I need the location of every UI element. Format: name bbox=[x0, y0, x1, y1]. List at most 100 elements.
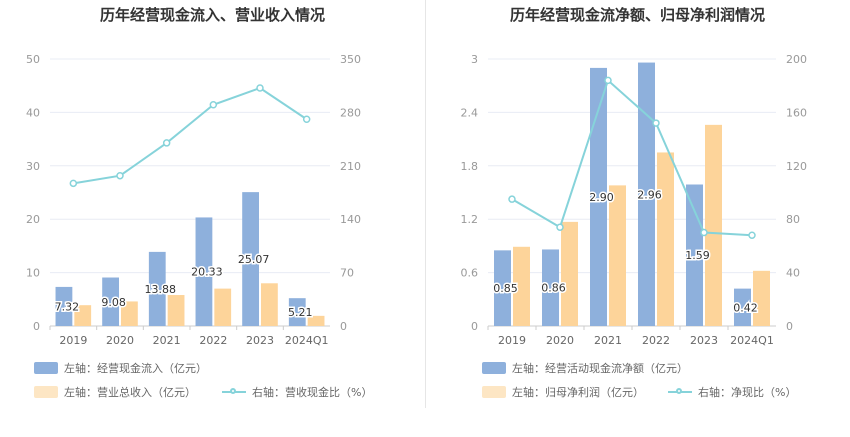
chart-panel-net-cash: 历年经营现金流净额、归母净利润情况 0 0.6 1.2 1.8 2.4 3 0 40 80 120… bbox=[425, 0, 850, 437]
legend-swatch bbox=[34, 362, 58, 374]
chart-svg-net-cash: 0 0.6 1.2 1.8 2.4 3 0 40 80 120 160 200 2019 2020 2021… bbox=[461, 53, 808, 347]
chart-title: 历年经营现金流净额、归母净利润情况 bbox=[509, 6, 765, 24]
bar-series1 bbox=[638, 62, 655, 327]
legend-label: 右轴：净现比（%） bbox=[698, 386, 797, 399]
line-point bbox=[162, 139, 171, 147]
bar-series1 bbox=[55, 286, 73, 326]
x-axis-category-label: 2019 bbox=[59, 334, 87, 347]
line-series bbox=[73, 86, 308, 185]
bar-series1 bbox=[195, 217, 213, 326]
line-point bbox=[508, 195, 516, 203]
legend-item-bar1[interactable]: 左轴：经营现金流入（亿元） bbox=[34, 360, 207, 376]
left-axis-tick-label: 10 bbox=[26, 267, 40, 280]
line-point bbox=[700, 228, 708, 237]
left-axis-tick-label: 1.2 bbox=[461, 213, 479, 226]
bar-series1 bbox=[494, 250, 511, 326]
x-axis-category-label: 2024Q1 bbox=[285, 334, 329, 347]
right-axis-tick-label: 40 bbox=[786, 267, 800, 280]
left-axis-tick-label: 40 bbox=[26, 106, 40, 119]
right-axis-tick-label: 160 bbox=[786, 106, 807, 119]
bar-series2 bbox=[561, 221, 578, 326]
right-axis-tick-label: 0 bbox=[340, 320, 347, 333]
left-axis-tick-label: 3 bbox=[471, 53, 478, 66]
left-axis-tick-label: 30 bbox=[26, 160, 40, 173]
left-axis-tick-label: 50 bbox=[26, 53, 40, 66]
right-axis-tick-label: 80 bbox=[786, 213, 800, 226]
chart-svg-cash-inflow: 0 10 20 30 40 50 0 70 140 210 280 350 2019 2020 2021 20… bbox=[26, 53, 361, 347]
line-series bbox=[511, 78, 753, 237]
x-axis-category-label: 2021 bbox=[594, 334, 622, 347]
line-point bbox=[209, 101, 218, 109]
line-point bbox=[69, 179, 78, 188]
right-axis-tick-label: 200 bbox=[786, 53, 807, 66]
bar-data-label: 0.42 bbox=[733, 301, 758, 314]
bar-data-label: 5.21 bbox=[288, 306, 313, 319]
bar-data-label: 13.88 bbox=[145, 283, 177, 296]
legend-item-bar1[interactable]: 左轴：经营活动现金流净额（亿元） bbox=[482, 360, 688, 376]
legend-item-bar2[interactable]: 左轴：归母净利润（亿元） bbox=[482, 384, 644, 400]
bar-series2 bbox=[705, 124, 722, 326]
legend-label: 右轴：营收现金比（%） bbox=[252, 386, 373, 399]
bar-series2 bbox=[513, 246, 530, 326]
legend-label: 左轴：经营活动现金流净额（亿元） bbox=[512, 362, 688, 375]
legend-item-line[interactable]: 右轴：营收现金比（%） bbox=[222, 384, 372, 400]
bar-data-label: 2.90 bbox=[589, 191, 614, 204]
line-point bbox=[652, 119, 660, 127]
line-point bbox=[556, 223, 564, 231]
bar-series2 bbox=[74, 305, 92, 326]
bar-series2 bbox=[753, 270, 770, 326]
x-axis-category-label: 2023 bbox=[246, 334, 274, 347]
panel-divider bbox=[425, 0, 426, 408]
bar-series1 bbox=[288, 298, 306, 326]
x-axis-category-label: 2020 bbox=[546, 334, 574, 347]
left-axis-tick-label: 1.8 bbox=[461, 160, 479, 173]
bar-series2 bbox=[167, 295, 185, 326]
legend-item-line[interactable]: 右轴：净现比（%） bbox=[668, 384, 796, 400]
legend-line-swatch bbox=[222, 386, 246, 398]
legend-item-bar2[interactable]: 左轴：营业总收入（亿元） bbox=[34, 384, 196, 400]
right-axis-tick-label: 350 bbox=[340, 53, 361, 66]
bar-series2 bbox=[307, 315, 325, 326]
right-axis-tick-label: 70 bbox=[340, 267, 354, 280]
bar-series2 bbox=[214, 288, 232, 326]
x-axis-category-label: 2024Q1 bbox=[730, 334, 774, 347]
bar-series1 bbox=[148, 251, 166, 326]
chart-title: 历年经营现金流入、营业收入情况 bbox=[99, 6, 325, 24]
x-axis-category-label: 2022 bbox=[199, 334, 227, 347]
legend-label: 左轴：营业总收入（亿元） bbox=[64, 386, 196, 399]
bar-series2 bbox=[657, 152, 674, 326]
legend-label: 左轴：经营现金流入（亿元） bbox=[64, 362, 207, 375]
right-axis-tick-label: 0 bbox=[786, 320, 793, 333]
chart-panel-cash-inflow: 历年经营现金流入、营业收入情况 0 10 20 30 40 50 0 70 140 210 280 3… bbox=[26, 6, 372, 400]
legend-line-swatch bbox=[668, 386, 692, 398]
line-point bbox=[604, 76, 612, 85]
bar-data-label: 0.85 bbox=[493, 282, 518, 295]
left-axis-tick-label: 2.4 bbox=[461, 106, 479, 119]
bar-data-label: 25.07 bbox=[238, 253, 270, 266]
bar-data-label: 7.32 bbox=[55, 300, 80, 313]
bar-series1 bbox=[542, 249, 559, 326]
bar-series2 bbox=[121, 301, 138, 326]
bar-series2 bbox=[261, 283, 278, 326]
line-point bbox=[256, 84, 264, 92]
left-axis-tick-label: 0 bbox=[471, 320, 478, 333]
x-axis-category-label: 2022 bbox=[642, 334, 670, 347]
right-axis-tick-label: 140 bbox=[340, 213, 361, 226]
bar-series1 bbox=[734, 288, 751, 326]
bar-series1 bbox=[102, 277, 119, 326]
bar-data-label: 1.59 bbox=[685, 249, 710, 262]
bar-data-label: 20.33 bbox=[191, 266, 223, 279]
right-axis-tick-label: 210 bbox=[340, 160, 361, 173]
line-point bbox=[748, 231, 756, 239]
line-point bbox=[302, 115, 311, 124]
bar-series2 bbox=[609, 185, 626, 326]
legend-swatch bbox=[34, 386, 58, 398]
right-axis-tick-label: 120 bbox=[786, 160, 807, 173]
left-axis-tick-label: 0.6 bbox=[461, 267, 479, 280]
legend-swatch bbox=[482, 386, 506, 398]
bar-data-label: 9.08 bbox=[101, 296, 126, 309]
bar-series1 bbox=[590, 67, 607, 327]
left-axis-tick-label: 0 bbox=[33, 320, 40, 333]
x-axis-category-label: 2019 bbox=[498, 334, 526, 347]
right-axis-tick-label: 280 bbox=[340, 106, 361, 119]
